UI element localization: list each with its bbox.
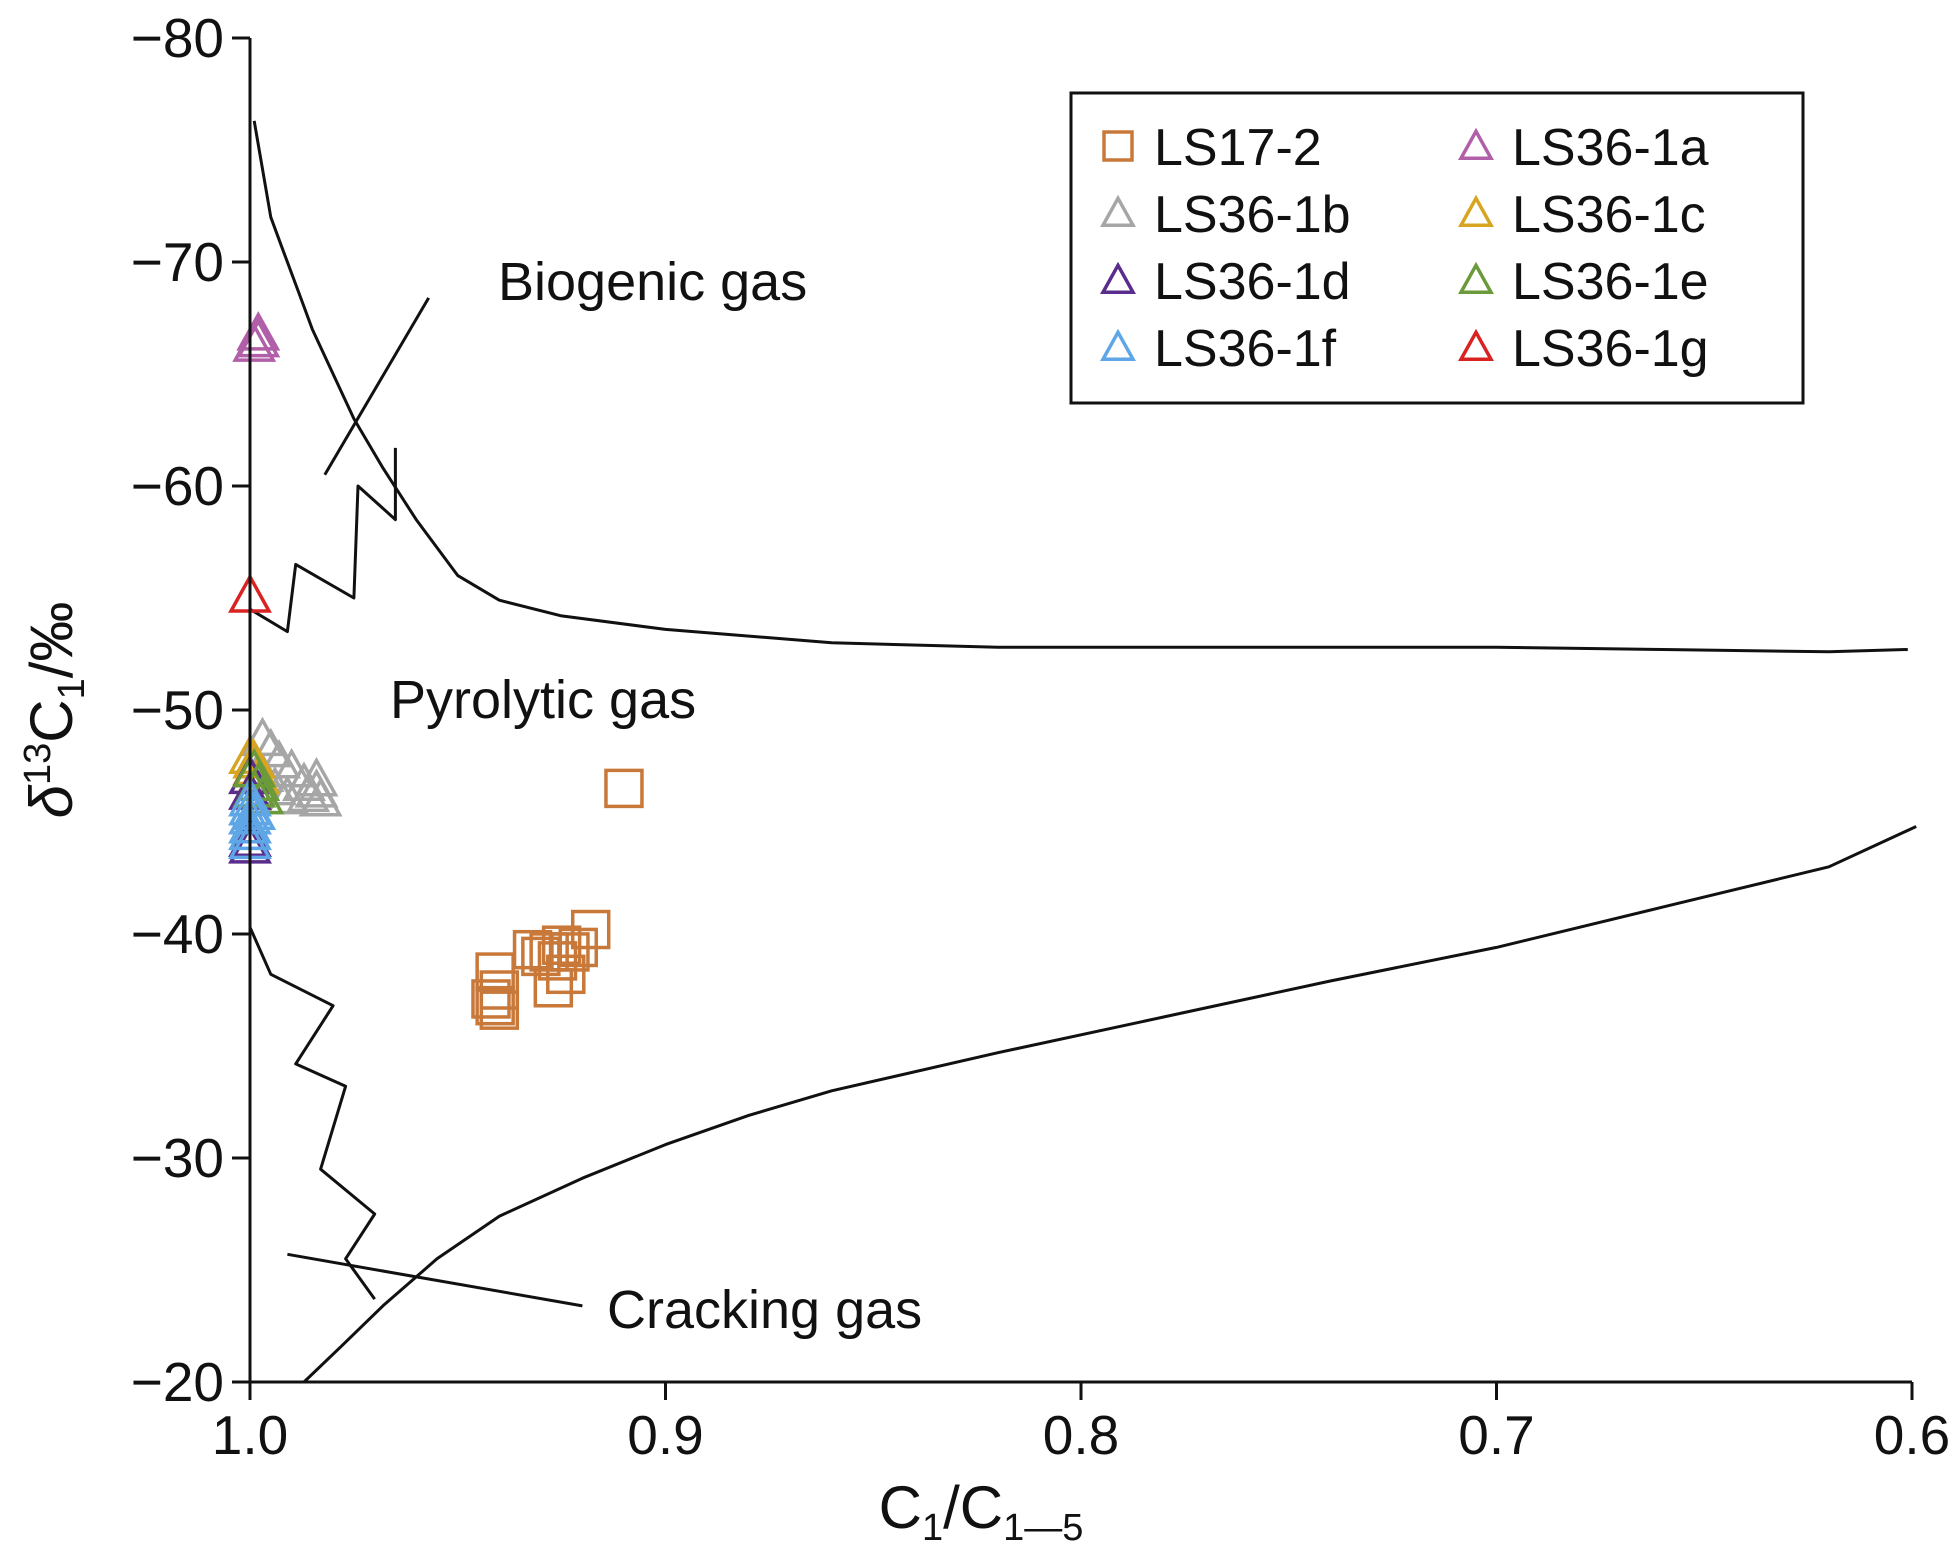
point-ls17-2-4 bbox=[541, 925, 582, 965]
series-ls36-1a bbox=[232, 311, 281, 362]
point-ls17-2-9 bbox=[546, 954, 586, 995]
legend-label-ls36-1e: LS36-1e bbox=[1512, 253, 1709, 311]
legend-marker-ls36-1c bbox=[1458, 194, 1494, 228]
y-tick-label-6: −20 bbox=[131, 1351, 224, 1413]
legend-marker-ls36-1d bbox=[1100, 261, 1136, 295]
y-tick-label-4: −40 bbox=[131, 903, 224, 965]
y-tick-label-5: −30 bbox=[131, 1127, 224, 1189]
annotation-pyrolytic-gas: Pyrolytic gas bbox=[390, 670, 696, 730]
legend-marker-ls36-1e bbox=[1458, 261, 1494, 295]
legend-marker-ls36-1b bbox=[1100, 194, 1136, 228]
point-ls36-1c-3 bbox=[232, 738, 277, 779]
legend-marker-ls17-2 bbox=[1102, 130, 1134, 162]
x-tick-label-1: 0.9 bbox=[627, 1404, 703, 1466]
point-ls36-1b-8 bbox=[298, 776, 343, 817]
annotation-biogenic-gas: Biogenic gas bbox=[498, 252, 807, 312]
legend-box bbox=[1069, 91, 1805, 405]
y-axis-label: δ13C1/‰ bbox=[17, 602, 93, 819]
legend-label-ls36-1c: LS36-1c bbox=[1512, 186, 1706, 244]
point-ls17-2-13 bbox=[471, 979, 511, 1019]
x-tick-label-0: 1.0 bbox=[212, 1404, 288, 1466]
pyrolytic-zigzag-lower bbox=[248, 926, 377, 1300]
annotation-leaders bbox=[287, 297, 583, 1308]
leader-cracking-gas bbox=[287, 1252, 583, 1308]
point-ls17-2-15 bbox=[475, 985, 515, 1026]
legend-marker-ls36-1f bbox=[1100, 328, 1136, 362]
leader-biogenic-gas bbox=[323, 297, 430, 476]
pyrolytic-zigzag-upper bbox=[249, 447, 397, 634]
series-ls17-2 bbox=[471, 768, 644, 1030]
legend-label-ls17-2: LS17-2 bbox=[1154, 119, 1322, 177]
point-ls17-2-10 bbox=[533, 968, 574, 1008]
point-ls17-2-0 bbox=[604, 768, 644, 809]
legend-marker-ls36-1g bbox=[1458, 328, 1494, 362]
y-tick-label-1: −70 bbox=[131, 231, 224, 293]
point-ls17-2-8 bbox=[512, 929, 553, 970]
boundary-lines bbox=[248, 120, 1917, 1384]
biogenic-boundary bbox=[252, 120, 1908, 654]
x-axis-label: C1/C1—5 bbox=[879, 1474, 1084, 1549]
legend-label-ls36-1a: LS36-1a bbox=[1512, 119, 1709, 177]
axis-ticks: −80 −70 −60 −50 −40 −30 −201.0 0.9 0.8 0.7 0.6 bbox=[131, 7, 1951, 1466]
x-tick-label-4: 0.6 bbox=[1874, 1404, 1950, 1466]
cracking-boundary bbox=[302, 825, 1917, 1384]
point-ls17-2-12 bbox=[479, 970, 520, 1010]
y-tick-label-0: −80 bbox=[131, 7, 224, 69]
legend-marker-ls36-1a bbox=[1458, 127, 1494, 161]
legend-label-ls36-1d: LS36-1d bbox=[1154, 253, 1351, 311]
y-tick-label-3: −50 bbox=[131, 679, 224, 741]
x-tick-label-3: 0.7 bbox=[1458, 1404, 1534, 1466]
point-ls36-1b-6 bbox=[294, 756, 339, 797]
legend-label-ls36-1g: LS36-1g bbox=[1512, 320, 1709, 378]
legend-label-ls36-1b: LS36-1b bbox=[1154, 186, 1351, 244]
point-ls36-1f-6 bbox=[232, 790, 277, 831]
point-ls17-2-14 bbox=[479, 990, 520, 1030]
legend-label-ls36-1f: LS36-1f bbox=[1154, 320, 1337, 378]
x-tick-label-2: 0.8 bbox=[1043, 1404, 1119, 1466]
y-tick-label-2: −60 bbox=[131, 455, 224, 517]
point-ls36-1a-2 bbox=[232, 322, 277, 362]
point-ls36-1b-4 bbox=[282, 761, 326, 801]
point-ls36-1b-1 bbox=[248, 727, 293, 768]
point-ls36-1b-9 bbox=[265, 774, 310, 815]
annotation-cracking-gas: Cracking gas bbox=[607, 1280, 922, 1340]
legend: LS17-2 LS36-1a LS36-1b LS36-1c LS36-1d LS36-1… bbox=[1069, 91, 1805, 405]
